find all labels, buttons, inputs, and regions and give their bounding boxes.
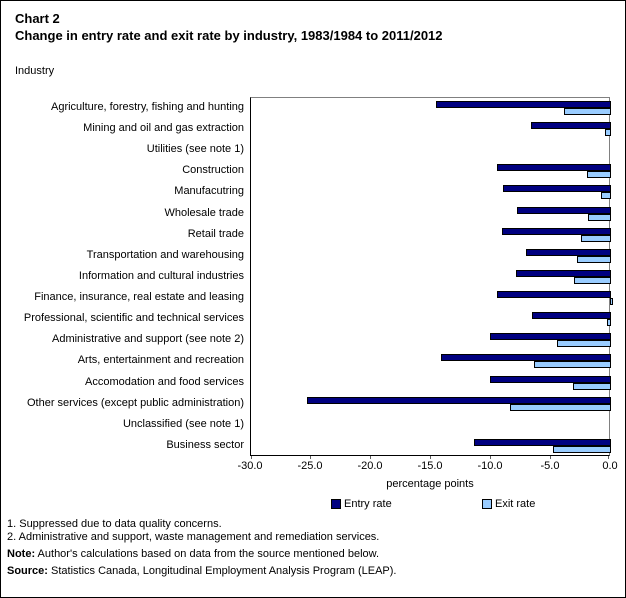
footnote-2: 2. Administrative and support, waste man…: [7, 531, 380, 543]
category-label: Arts, entertainment and recreation: [77, 354, 244, 367]
category-label: Construction: [182, 164, 244, 177]
exit-rate-bar: [609, 298, 613, 306]
category-label: Other services (except public administra…: [26, 396, 244, 409]
category-label: Transportation and warehousing: [86, 248, 244, 261]
note-text: Author's calculations based on data from…: [35, 548, 380, 560]
exit-rate-legend-label: Exit rate: [495, 498, 536, 510]
exit-rate-bar: [588, 213, 611, 221]
x-tick-label: -5.0: [540, 460, 560, 472]
entry-rate-bar: [516, 269, 611, 277]
exit-rate-bar: [581, 234, 611, 242]
entry-rate-bar: [530, 122, 611, 130]
exit-rate-bar: [564, 108, 611, 115]
category-label: Manufacutring: [174, 185, 244, 198]
category-label: Finance, insurance, real estate and leas…: [34, 291, 244, 304]
entry-rate-bar: [501, 227, 611, 235]
entry-rate-bar: [497, 164, 611, 172]
x-tick-mark: [310, 456, 311, 459]
footnote-note: Note: Author's calculations based on dat…: [7, 548, 379, 560]
entry-rate-bar: [497, 291, 611, 299]
entry-rate-bar: [525, 248, 611, 256]
category-label: Accomodation and food services: [85, 375, 244, 388]
x-tick-label: -25.0: [297, 460, 323, 472]
legend-exit-rate: Exit rate: [482, 498, 535, 510]
x-tick-label: -20.0: [357, 460, 383, 472]
x-axis-title: percentage points: [386, 478, 474, 490]
exit-rate-bar: [573, 276, 611, 284]
exit-rate-bar: [553, 445, 611, 453]
legend-entry-rate: Entry rate: [331, 498, 392, 510]
category-label: Professional, scientific and technical s…: [23, 312, 244, 325]
entry-rate-bar: [489, 333, 611, 341]
exit-rate-bar: [607, 319, 611, 327]
category-label: Wholesale trade: [164, 206, 245, 219]
entry-rate-bar: [440, 354, 611, 362]
source-label: Source:: [7, 565, 48, 577]
exit-rate-swatch: [482, 499, 492, 509]
chart-title: Change in entry rate and exit rate by in…: [15, 28, 443, 43]
entry-rate-legend-label: Entry rate: [344, 498, 392, 510]
footnote-1: 1. Suppressed due to data quality concer…: [7, 518, 222, 530]
x-tick-mark: [370, 456, 371, 459]
entry-rate-bar: [531, 312, 611, 320]
x-tick-mark: [430, 456, 431, 459]
x-tick-mark: [251, 456, 252, 459]
entry-rate-bar: [474, 438, 611, 446]
exit-rate-bar: [601, 192, 611, 200]
footnote-source: Source: Statistics Canada, Longitudinal …: [7, 565, 396, 577]
category-label: Information and cultural industries: [78, 269, 244, 282]
entry-rate-bar: [503, 185, 611, 193]
exit-rate-bar: [534, 361, 611, 369]
x-tick-label: 0.0: [602, 460, 618, 472]
y-axis-title: Industry: [15, 65, 55, 77]
category-label: Retail trade: [187, 227, 244, 240]
x-tick-mark: [490, 456, 491, 459]
x-tick-label: -30.0: [237, 460, 263, 472]
category-label: Unclassified (see note 1): [122, 417, 244, 430]
exit-rate-bar: [605, 129, 611, 137]
category-label: Utilities (see note 1): [146, 143, 244, 156]
exit-rate-bar: [557, 340, 611, 348]
exit-rate-bar: [587, 171, 611, 179]
x-tick-label: -10.0: [477, 460, 503, 472]
entry-rate-bar: [517, 206, 611, 214]
exit-rate-bar: [572, 382, 611, 390]
category-label: Business sector: [166, 438, 244, 451]
exit-rate-bar: [510, 403, 611, 411]
x-tick-label: -15.0: [417, 460, 443, 472]
x-tick-mark: [608, 456, 609, 459]
category-label: Agriculture, forestry, fishing and hunti…: [50, 101, 244, 113]
category-label: Mining and oil and gas extraction: [83, 122, 244, 135]
entry-rate-bar: [489, 375, 611, 383]
entry-rate-bar: [307, 396, 611, 404]
entry-rate-swatch: [331, 499, 341, 509]
note-label: Note:: [7, 548, 36, 560]
exit-rate-bar: [577, 255, 611, 263]
chart-number: Chart 2: [15, 11, 60, 26]
category-label: Administrative and support (see note 2): [52, 333, 244, 346]
x-tick-mark: [550, 456, 551, 459]
plot-area: [250, 97, 613, 459]
entry-rate-bar: [435, 101, 611, 108]
source-text: Statistics Canada, Longitudinal Employme…: [47, 565, 397, 577]
